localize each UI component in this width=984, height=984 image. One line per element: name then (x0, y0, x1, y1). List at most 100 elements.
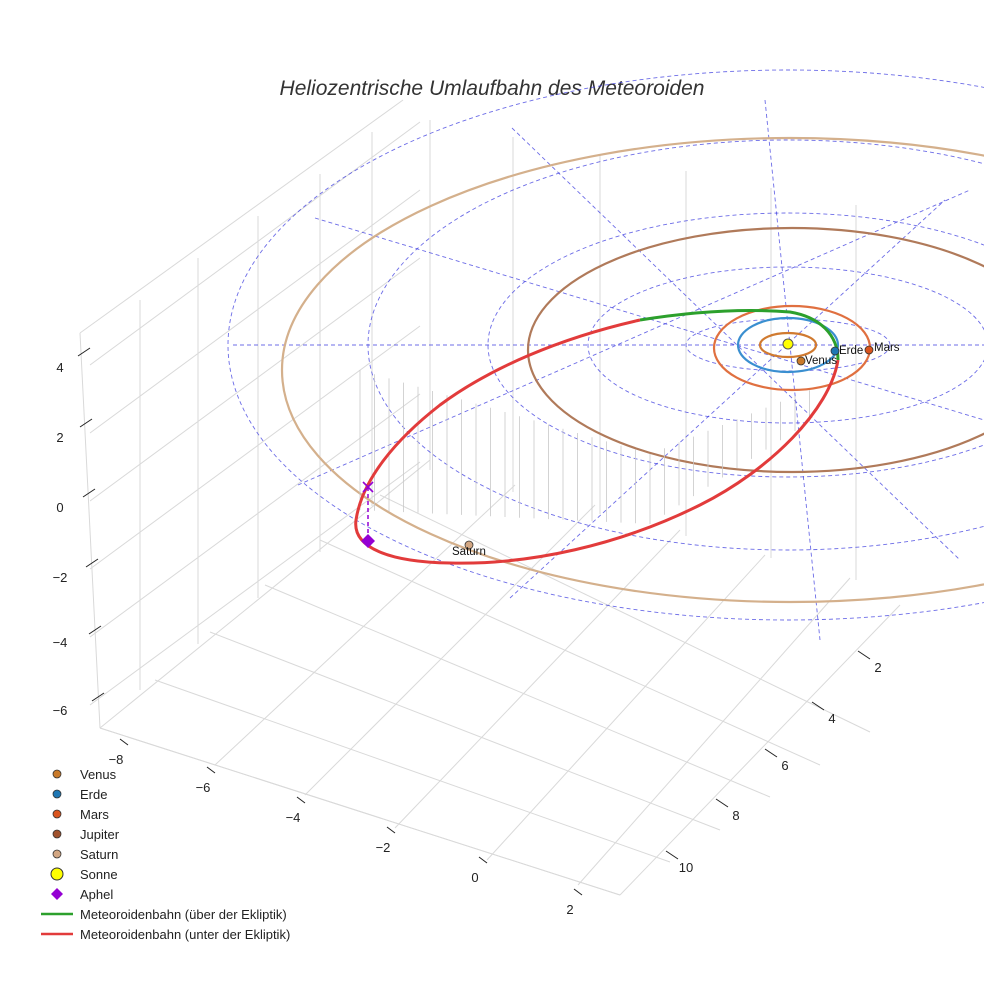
z-tick-label: −2 (53, 570, 68, 585)
legend-label: Jupiter (80, 826, 120, 842)
y-tick-mark (715, 798, 729, 808)
legend-dot-icon (38, 844, 76, 864)
back-grid-line (89, 393, 421, 638)
legend: Venus Erde Mars Jupiter Saturn Sonne Aphel Mete… (38, 764, 290, 944)
y-tick-mark (811, 701, 825, 711)
floor-grid-line (304, 504, 596, 796)
legend-item: Erde (38, 784, 290, 804)
box-edge (619, 604, 901, 896)
floor-grid-line (99, 727, 621, 896)
ecliptic-circle (685, 318, 891, 372)
planet-erde-label: Erde (839, 345, 863, 357)
x-tick-mark (386, 826, 396, 834)
aphel-projection-marker (362, 481, 374, 493)
ecliptic-circle (227, 69, 984, 621)
legend-item: Sonne (38, 864, 290, 884)
legend-item: Aphel (38, 884, 290, 904)
legend-line-icon (38, 904, 76, 924)
z-tick-label: 2 (56, 430, 63, 445)
legend-item: Meteoroidenbahn (unter der Ekliptik) (38, 924, 290, 944)
ecliptic-ray (314, 217, 984, 421)
legend-dot-icon (38, 804, 76, 824)
legend-label: Erde (80, 786, 108, 802)
x-tick-label: 0 (471, 870, 478, 885)
meteoroid-path (354, 308, 840, 565)
box-edge (79, 99, 404, 334)
legend-label: Meteoroidenbahn (über der Ekliptik) (80, 906, 287, 922)
orbit-jupiter (526, 226, 984, 474)
ecliptic-circle (487, 212, 984, 478)
legend-label: Saturn (80, 846, 119, 862)
planet-venus-marker (796, 356, 806, 366)
y-tick-label: 10 (679, 860, 693, 875)
sun-marker (782, 338, 794, 350)
z-tick-label: −6 (53, 703, 68, 718)
z-tick-label: 4 (56, 360, 63, 375)
y-tick-label: 8 (732, 808, 739, 823)
x-tick-mark (206, 766, 216, 774)
legend-sun-icon (38, 864, 76, 884)
legend-item: Venus (38, 764, 290, 784)
x-tick-mark (478, 856, 488, 864)
planet-mars-marker (864, 345, 874, 355)
y-tick-mark (665, 850, 679, 860)
y-tick-label: 4 (828, 711, 835, 726)
y-tick-label: 6 (781, 758, 788, 773)
planet-orbits (281, 136, 984, 604)
ecliptic-ray (509, 199, 946, 599)
ecliptic-circle (587, 266, 984, 424)
ecliptic-grid (227, 69, 984, 641)
floor-grid-line (486, 554, 766, 861)
z-tick-label: −4 (53, 635, 68, 650)
x-tick-mark (296, 796, 306, 804)
legend-item: Jupiter (38, 824, 290, 844)
legend-dot-icon (38, 824, 76, 844)
axes-panes (79, 99, 901, 896)
legend-item: Meteoroidenbahn (über der Ekliptik) (38, 904, 290, 924)
back-grid-line (89, 325, 421, 570)
orbit-venus (758, 331, 818, 359)
back-grid-line (89, 257, 421, 502)
back-grid-line (89, 461, 421, 706)
legend-label: Venus (80, 766, 117, 782)
x-tick-label: 2 (566, 902, 573, 917)
aphel-marker (361, 534, 375, 548)
chart-title: Heliozentrische Umlaufbahn des Meteoroid… (280, 77, 705, 100)
floor-grid-line (577, 577, 851, 886)
ecliptic-ray (297, 189, 971, 486)
floor-grid-line (154, 679, 671, 863)
planet-venus-label: Venus (805, 355, 837, 367)
floor-grid-line (264, 584, 771, 798)
y-tick-mark (764, 748, 778, 758)
x-tick-label: −4 (286, 810, 301, 825)
legend-diamond-icon (38, 884, 76, 904)
floor-grid-line (394, 529, 681, 829)
z-tick-label: 0 (56, 500, 63, 515)
legend-item: Mars (38, 804, 290, 824)
x-tick-label: −8 (109, 752, 124, 767)
legend-label: Sonne (80, 866, 118, 882)
x-tick-label: −2 (376, 840, 391, 855)
legend-line-icon (38, 924, 76, 944)
z-tick-mark (88, 625, 102, 635)
floor-grid-line (209, 631, 721, 831)
orbit-erde (736, 316, 840, 374)
back-grid-line (89, 189, 421, 434)
back-grid-line (89, 121, 421, 366)
y-tick-mark (857, 650, 871, 660)
ecliptic-ray (511, 127, 961, 561)
x-tick-mark (119, 738, 129, 746)
floor-grid-line (99, 459, 431, 729)
z-tick-mark (79, 418, 93, 428)
series-above-ecliptic (639, 308, 840, 361)
box-edge (79, 332, 101, 729)
floor-grid-line (319, 539, 821, 766)
z-tick-mark (77, 347, 91, 357)
legend-label: Aphel (80, 886, 114, 902)
floor-grid-line (379, 494, 871, 733)
planet-mars-label: Mars (874, 342, 900, 354)
floor-grid-line (214, 484, 516, 766)
x-tick-mark (573, 888, 583, 896)
